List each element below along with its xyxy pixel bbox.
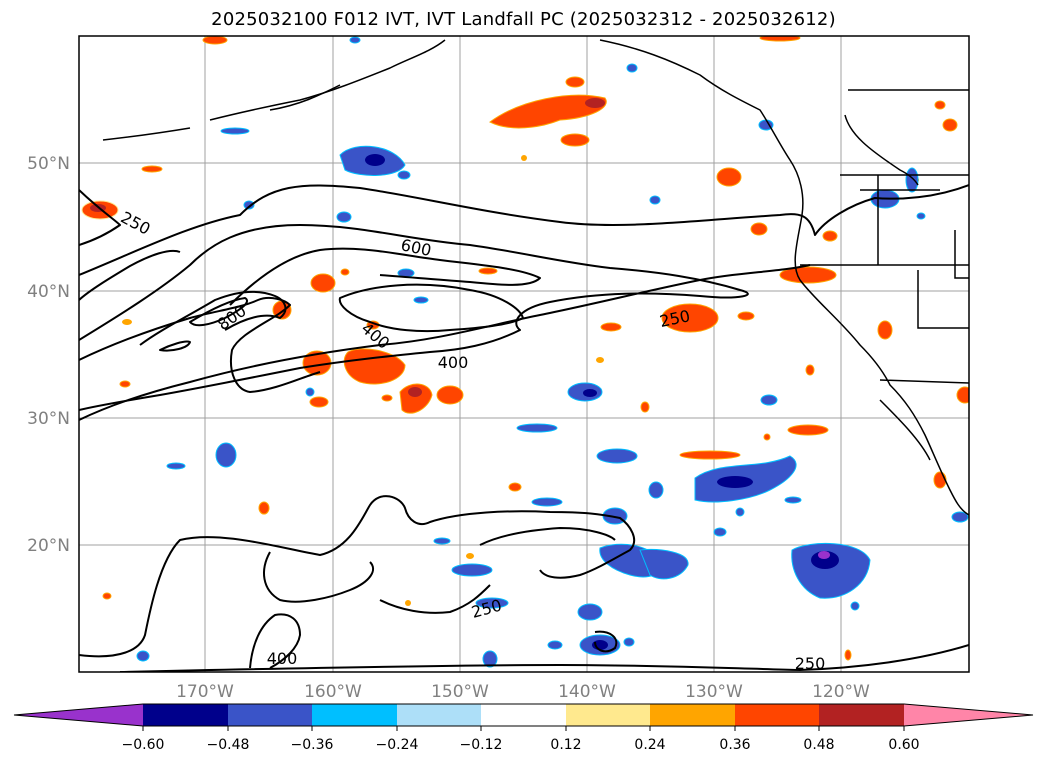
lat-label: 40°N bbox=[27, 282, 70, 302]
colorbar-segment bbox=[143, 704, 228, 726]
negative-ivt-patches bbox=[136, 36, 969, 668]
map-title: 2025032100 F012 IVT, IVT Landfall PC (20… bbox=[211, 9, 836, 30]
colorbar-segment bbox=[735, 704, 819, 726]
colorbar-tick-label: 0.24 bbox=[634, 737, 665, 753]
colorbar-segment bbox=[312, 704, 397, 726]
colorbar-tick-label: −0.48 bbox=[207, 737, 250, 753]
lat-label: 30°N bbox=[27, 409, 70, 429]
colorbar-segment bbox=[650, 704, 735, 726]
colorbar-segment bbox=[566, 704, 650, 726]
contour-label: 400 bbox=[438, 353, 469, 372]
latitude-labels: 50°N 40°N 30°N 20°N bbox=[27, 154, 70, 556]
colorbar-tick-label: −0.24 bbox=[376, 737, 419, 753]
colorbar-segment bbox=[228, 704, 312, 726]
colorbar-ticks bbox=[142, 726, 905, 731]
colorbar: −0.60 −0.48 −0.36 −0.24 −0.12 0.12 0.24 … bbox=[13, 703, 1034, 753]
colorbar-tick-label: −0.12 bbox=[460, 737, 503, 753]
colorbar-tick-label: 0.36 bbox=[719, 737, 750, 753]
ivt-contours bbox=[79, 184, 969, 672]
colorbar-segment bbox=[397, 704, 481, 726]
colorbar-segment bbox=[819, 704, 904, 726]
colorbar-tick-label: 0.60 bbox=[888, 737, 919, 753]
contour-label: 250 bbox=[795, 654, 826, 673]
lon-label: 130°W bbox=[685, 682, 743, 702]
lon-label: 140°W bbox=[558, 682, 616, 702]
lon-label: 120°W bbox=[812, 682, 870, 702]
coastlines bbox=[102, 39, 969, 516]
colorbar-tick-label: 0.48 bbox=[803, 737, 834, 753]
lon-label: 150°W bbox=[431, 682, 489, 702]
longitude-labels: 170°W 160°W 150°W 140°W 130°W 120°W bbox=[176, 682, 870, 702]
lon-label: 170°W bbox=[176, 682, 234, 702]
lat-label: 20°N bbox=[27, 536, 70, 556]
colorbar-tick-label: −0.36 bbox=[291, 737, 334, 753]
colorbar-segment bbox=[481, 704, 566, 726]
colorbar-extend-right bbox=[904, 704, 1033, 726]
lat-label: 50°N bbox=[27, 154, 70, 174]
lon-label: 160°W bbox=[304, 682, 362, 702]
colorbar-extend-left bbox=[14, 704, 143, 726]
positive-ivt-patches bbox=[81, 36, 969, 661]
colorbar-tick-label: 0.12 bbox=[550, 737, 581, 753]
contour-label: 400 bbox=[267, 649, 298, 668]
colorbar-tick-label: −0.60 bbox=[122, 737, 165, 753]
map-frame bbox=[78, 35, 970, 673]
